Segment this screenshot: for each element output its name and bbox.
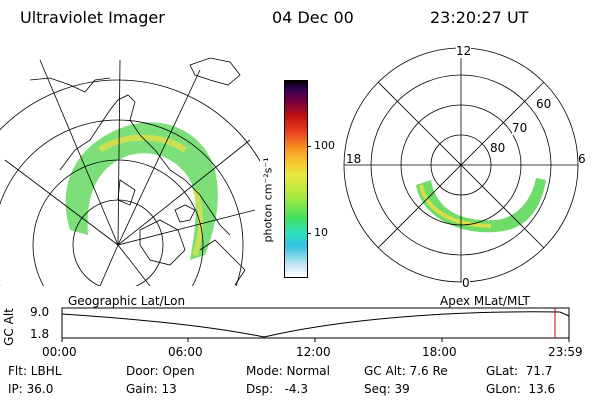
- colorbar-unit-label: photon cm⁻²s⁻¹: [261, 157, 275, 243]
- mlt-label-18: 18: [346, 152, 362, 166]
- time-readout: 23:20:27 UT: [430, 8, 529, 27]
- glat-readout: GLat: 71.7: [486, 364, 553, 378]
- dsp-readout: Dsp: -4.3: [246, 382, 309, 396]
- polar-mlat-mlt-plot: [343, 47, 579, 283]
- colorbar-tick: [307, 146, 311, 147]
- colorbar-tick: [307, 233, 311, 234]
- meridian-line: [117, 59, 121, 246]
- lat-label-80: 80: [490, 141, 506, 155]
- colorbar-tick-label: 100: [314, 139, 335, 152]
- coastline: [139, 219, 186, 266]
- mlt-label-0: 0: [462, 276, 470, 290]
- coastline: [59, 94, 231, 236]
- filter-readout: Flt: LBHL: [8, 364, 62, 378]
- time-x-tick: 06:00: [168, 345, 203, 359]
- lat-label-60: 60: [536, 97, 552, 111]
- mode-readout: Mode: Normal: [246, 364, 330, 378]
- meridian-line: [39, 59, 119, 246]
- altitude-curve: [61, 311, 570, 338]
- colorbar-tick-label: 10: [314, 226, 328, 239]
- time-x-tick: 00:00: [42, 345, 77, 359]
- lat-circle: [0, 119, 244, 286]
- mlt-diagonal: [377, 81, 545, 249]
- meridian-line: [99, 244, 119, 286]
- time-x-tick: 23:59: [548, 345, 583, 359]
- altitude-y-tick: 9.0: [30, 305, 50, 319]
- meridian-line: [117, 244, 151, 286]
- seq-readout: Seq: 39: [364, 382, 410, 396]
- gc-alt-readout: GC Alt: 7.6 Re: [364, 364, 448, 378]
- lat-label-70: 70: [512, 121, 528, 135]
- mlt-label-12: 12: [456, 44, 472, 58]
- intensity-colorbar: [284, 80, 308, 278]
- geographic-image: [0, 57, 260, 286]
- coastline: [174, 204, 196, 223]
- lat-circle: [0, 79, 260, 162]
- meridian-line: [117, 139, 251, 246]
- altitude-axis-label: GC Alt: [1, 308, 16, 346]
- glon-readout: GLon: 13.6: [486, 382, 556, 396]
- ip-readout: IP: 36.0: [8, 382, 54, 396]
- coastline: [199, 239, 246, 286]
- coastline: [29, 77, 111, 93]
- gain-readout: Gain: 13: [126, 382, 177, 396]
- meridian-line: [117, 69, 201, 246]
- apex-panel-label: Apex MLat/MLT: [440, 294, 530, 308]
- coastline: [117, 179, 136, 206]
- lat-circle: [32, 159, 204, 286]
- meridian-line: [4, 159, 119, 246]
- date-readout: 04 Dec 00: [272, 8, 354, 27]
- app-title: Ultraviolet Imager: [20, 8, 165, 27]
- geographic-panel-label: Geographic Lat/Lon: [68, 294, 186, 308]
- meridian-line: [117, 209, 256, 246]
- altitude-timeline: [61, 307, 570, 342]
- aurora-oval: [65, 122, 218, 260]
- door-readout: Door: Open: [126, 364, 195, 378]
- time-x-tick: 12:00: [296, 345, 331, 359]
- time-x-tick: 18:00: [422, 345, 457, 359]
- coastline: [189, 57, 241, 86]
- mlt-label-6: 6: [578, 152, 586, 166]
- altitude-y-tick: 1.8: [30, 327, 50, 341]
